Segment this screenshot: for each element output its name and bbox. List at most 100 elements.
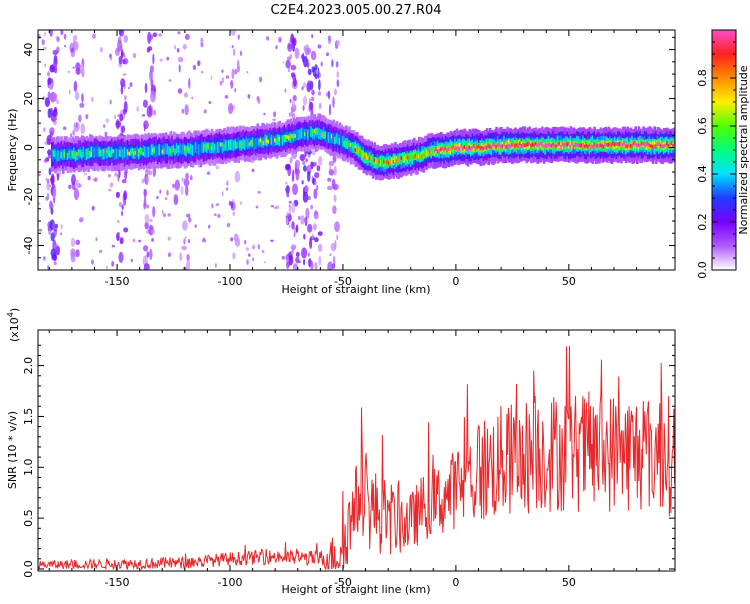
- heatmap-ridge-cell: [229, 139, 233, 151]
- heatmap-ridge-cell: [634, 142, 637, 150]
- heatmap-ridge-cell: [474, 146, 478, 151]
- heatmap-noise-cell: [121, 204, 124, 211]
- heatmap-ridge-cell: [378, 159, 381, 164]
- heatmap-noise-cell: [310, 261, 314, 270]
- heatmap-noise-cell: [119, 237, 124, 245]
- heatmap-noise-cell: [121, 78, 124, 84]
- heatmap-noise-cell: [226, 180, 229, 187]
- heatmap-noise-cell: [164, 197, 168, 201]
- heatmap-noise-cell: [234, 68, 238, 75]
- heatmap-ridge-cell: [373, 158, 377, 163]
- heatmap-ridge-cell: [107, 146, 111, 157]
- heatmap-noise-cell: [73, 80, 78, 92]
- spectrogram-y-axis-label: Frequency (Hz): [6, 109, 19, 192]
- heatmap-noise-cell: [167, 236, 171, 241]
- heatmap-ridge-cell: [591, 144, 595, 149]
- heatmap-ridge-cell: [264, 134, 267, 146]
- heatmap-noise-cell: [334, 221, 340, 233]
- heatmap-ridge-cell: [587, 145, 590, 149]
- heatmap-ridge-cell: [568, 141, 571, 146]
- heatmap-ridge-cell: [436, 149, 440, 154]
- heatmap-noise-cell: [73, 188, 80, 200]
- heatmap-ridge-cell: [84, 149, 87, 161]
- heatmap-noise-cell: [287, 67, 291, 73]
- heatmap-noise-cell: [123, 190, 128, 201]
- heatmap-ridge-cell: [547, 142, 551, 147]
- heatmap-ridge-cell: [270, 137, 274, 145]
- heatmap-noise-cell: [80, 217, 84, 222]
- heatmap-noise-cell: [166, 189, 169, 196]
- heatmap-noise-cell: [327, 261, 333, 270]
- heatmap-ridge-cell: [175, 142, 179, 154]
- heatmap-noise-cell: [294, 47, 300, 59]
- heatmap-ridge-cell: [359, 151, 362, 156]
- heatmap-ridge-cell: [221, 142, 225, 153]
- heatmap-noise-cell: [121, 210, 123, 217]
- heatmap-ridge-cell: [572, 141, 576, 148]
- heatmap-noise-cell: [289, 41, 292, 45]
- heatmap-noise-cell: [174, 45, 176, 50]
- heatmap-noise-cell: [297, 215, 301, 221]
- heatmap-ridge-cell: [455, 146, 459, 151]
- colorbar-tick-label: 0.8: [696, 69, 709, 87]
- heatmap-noise-cell: [189, 219, 192, 223]
- heatmap-ridge-cell: [281, 135, 285, 143]
- heatmap-noise-cell: [286, 192, 290, 198]
- heatmap-noise-cell: [72, 39, 76, 44]
- heatmap-noise-cell: [53, 229, 57, 232]
- heatmap-ridge-cell: [571, 141, 574, 146]
- heatmap-ridge-cell: [376, 158, 380, 166]
- heatmap-noise-cell: [123, 52, 126, 58]
- heatmap-noise-cell: [336, 234, 339, 241]
- heatmap-noise-cell: [186, 259, 191, 270]
- heatmap-ridge-cell: [620, 142, 623, 146]
- heatmap-noise-cell: [158, 33, 162, 37]
- heatmap-ridge-cell: [422, 152, 426, 157]
- heatmap-noise-cell: [272, 118, 276, 121]
- heatmap-noise-cell: [237, 59, 240, 70]
- heatmap-noise-cell: [44, 64, 47, 67]
- heatmap-ridge-cell: [541, 142, 544, 147]
- heatmap-noise-cell: [120, 85, 124, 95]
- heatmap-ridge-cell: [441, 146, 445, 151]
- heatmap-noise-cell: [234, 88, 237, 93]
- heatmap-ridge-cell: [296, 129, 299, 141]
- heatmap-ridge-cell: [283, 134, 286, 142]
- heatmap-noise-cell: [294, 159, 300, 170]
- heatmap-noise-cell: [221, 77, 225, 83]
- heatmap-ridge-cell: [621, 142, 625, 147]
- heatmap-noise-cell: [70, 237, 76, 247]
- heatmap-noise-cell: [333, 194, 337, 203]
- heatmap-ridge-cell: [153, 146, 157, 154]
- heatmap-noise-cell: [289, 157, 293, 164]
- heatmap-ridge-cell: [400, 156, 403, 161]
- heatmap-noise-cell: [52, 49, 58, 56]
- heatmap-noise-cell: [328, 103, 332, 116]
- heatmap-noise-cell: [234, 170, 241, 183]
- heatmap-noise-cell: [308, 252, 310, 257]
- heatmap-noise-cell: [311, 233, 314, 240]
- heatmap-ridge-cell: [496, 143, 500, 148]
- heatmap-noise-cell: [290, 72, 296, 78]
- heatmap-ridge-cell: [523, 143, 527, 148]
- heatmap-ridge-cell: [319, 128, 323, 140]
- heatmap-ridge-cell: [142, 151, 146, 156]
- heatmap-ridge-cell: [572, 144, 576, 149]
- heatmap-noise-cell: [183, 238, 186, 245]
- heatmap-ridge-cell: [662, 144, 666, 149]
- heatmap-ridge-cell: [240, 141, 244, 148]
- heatmap-ridge-cell: [640, 142, 644, 149]
- colorbar-tick-label: 0.0: [696, 261, 709, 279]
- heatmap-ridge-cell: [460, 145, 464, 153]
- heatmap-noise-cell: [288, 204, 291, 208]
- heatmap-noise-cell: [305, 158, 308, 163]
- heatmap-noise-cell: [257, 100, 261, 104]
- heatmap-noise-cell: [333, 165, 337, 176]
- heatmap-noise-cell: [43, 127, 46, 132]
- heatmap-noise-cell: [50, 203, 54, 209]
- heatmap-noise-cell: [122, 59, 126, 65]
- snr-y-axis-label: SNR (10 * v/v): [6, 411, 19, 489]
- heatmap-ridge-cell: [166, 143, 169, 155]
- heatmap-noise-cell: [62, 126, 67, 130]
- heatmap-noise-cell: [293, 77, 297, 87]
